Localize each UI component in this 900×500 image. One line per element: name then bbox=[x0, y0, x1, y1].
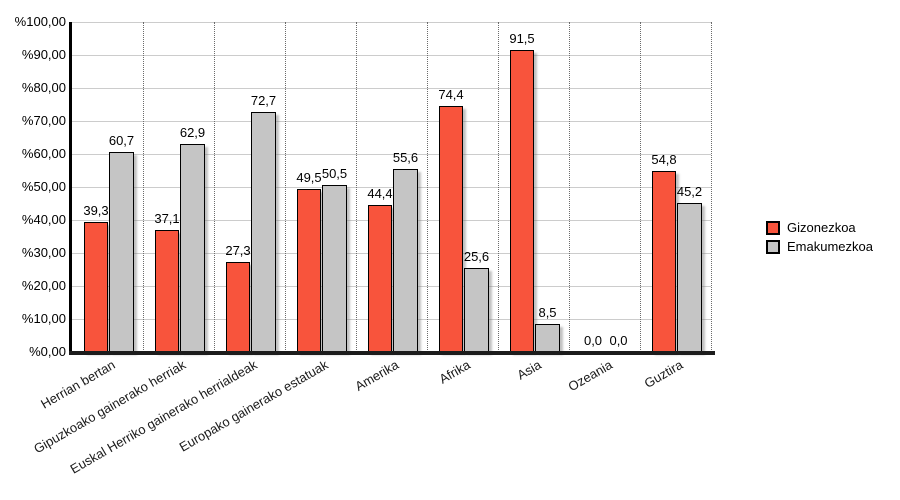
y-axis-tick-label: %0,00 bbox=[29, 344, 66, 359]
legend-item-emakumezkoa: Emakumezkoa bbox=[766, 240, 873, 254]
bar-value-label: 72,7 bbox=[250, 93, 277, 109]
bar-value-label: 74,4 bbox=[438, 87, 464, 103]
bar-emakumezkoa bbox=[251, 112, 276, 352]
bar-emakumezkoa bbox=[464, 267, 489, 352]
y-axis-tick-label: %100,00 bbox=[14, 14, 66, 29]
legend-label-gizonezkoa: Gizonezkoa bbox=[787, 220, 856, 235]
y-axis-tick-label: %10,00 bbox=[21, 311, 66, 326]
category-separator bbox=[569, 22, 570, 352]
y-axis-tick-label: %30,00 bbox=[21, 245, 66, 260]
legend-swatch-gizonezkoa bbox=[766, 221, 780, 235]
bar-value-label: 27,3 bbox=[225, 242, 251, 258]
category-separator bbox=[285, 22, 286, 352]
category-label: Amerika bbox=[352, 357, 402, 394]
bar-value-label: 25,6 bbox=[463, 248, 490, 264]
bar-emakumezkoa bbox=[677, 202, 702, 352]
bar-emakumezkoa bbox=[535, 323, 560, 352]
bar-gizonezkoa bbox=[652, 171, 676, 352]
bar-value-label: 50,5 bbox=[321, 166, 348, 182]
bar-value-label: 8,5 bbox=[538, 304, 557, 320]
gridline bbox=[72, 55, 711, 56]
bar-value-label: 54,8 bbox=[651, 152, 677, 168]
bar-value-label: 49,5 bbox=[296, 169, 322, 185]
legend-swatch-emakumezkoa bbox=[766, 240, 780, 254]
y-axis-tick-label: %60,00 bbox=[21, 146, 66, 161]
bar-value-label: 0,0 bbox=[583, 333, 603, 348]
category-label: Ozeania bbox=[565, 357, 615, 395]
bar-gizonezkoa bbox=[510, 50, 534, 352]
category-label: Guztira bbox=[641, 357, 686, 391]
gridline bbox=[72, 154, 711, 155]
y-axis-tick-label: %90,00 bbox=[21, 47, 66, 62]
bar-emakumezkoa bbox=[322, 185, 347, 352]
gridline bbox=[72, 22, 711, 23]
category-label: Asia bbox=[514, 357, 544, 383]
y-axis-tick-label: %20,00 bbox=[21, 278, 66, 293]
category-separator bbox=[214, 22, 215, 352]
bar-emakumezkoa bbox=[109, 151, 134, 352]
bar-value-label: 0,0 bbox=[609, 333, 628, 348]
bar-value-label: 39,3 bbox=[83, 203, 109, 219]
bar-gizonezkoa bbox=[297, 188, 321, 352]
bar-emakumezkoa bbox=[393, 168, 418, 352]
category-separator bbox=[427, 22, 428, 352]
gridline bbox=[72, 187, 711, 188]
bar-gizonezkoa bbox=[155, 229, 179, 352]
category-separator bbox=[498, 22, 499, 352]
gridline bbox=[72, 121, 711, 122]
legend-item-gizonezkoa: Gizonezkoa bbox=[766, 221, 873, 235]
bar-value-label: 91,5 bbox=[509, 31, 535, 47]
bar-gizonezkoa bbox=[84, 222, 108, 352]
bar-gizonezkoa bbox=[368, 205, 392, 352]
y-axis-tick-label: %50,00 bbox=[21, 179, 66, 194]
category-label: Afrika bbox=[436, 357, 473, 387]
bar-value-label: 45,2 bbox=[676, 183, 703, 199]
category-separator bbox=[711, 22, 712, 352]
x-axis-baseline bbox=[69, 351, 715, 355]
bar-gizonezkoa bbox=[226, 261, 250, 352]
legend-label-emakumezkoa: Emakumezkoa bbox=[787, 239, 873, 254]
bar-value-label: 60,7 bbox=[108, 132, 135, 148]
bar-gizonezkoa bbox=[439, 106, 463, 352]
legend: Gizonezkoa Emakumezkoa bbox=[766, 221, 873, 254]
y-axis-tick-label: %70,00 bbox=[21, 113, 66, 128]
bar-emakumezkoa bbox=[180, 144, 205, 352]
bar-value-label: 37,1 bbox=[154, 210, 180, 226]
bar-value-label: 44,4 bbox=[367, 186, 393, 202]
y-axis-tick-label: %80,00 bbox=[21, 80, 66, 95]
category-separator bbox=[640, 22, 641, 352]
bar-value-label: 55,6 bbox=[392, 149, 419, 165]
y-axis-tick-label: %40,00 bbox=[21, 212, 66, 227]
category-separator bbox=[143, 22, 144, 352]
category-separator bbox=[356, 22, 357, 352]
y-axis-line bbox=[69, 22, 72, 355]
gridline bbox=[72, 88, 711, 89]
bar-value-label: 62,9 bbox=[179, 125, 206, 141]
